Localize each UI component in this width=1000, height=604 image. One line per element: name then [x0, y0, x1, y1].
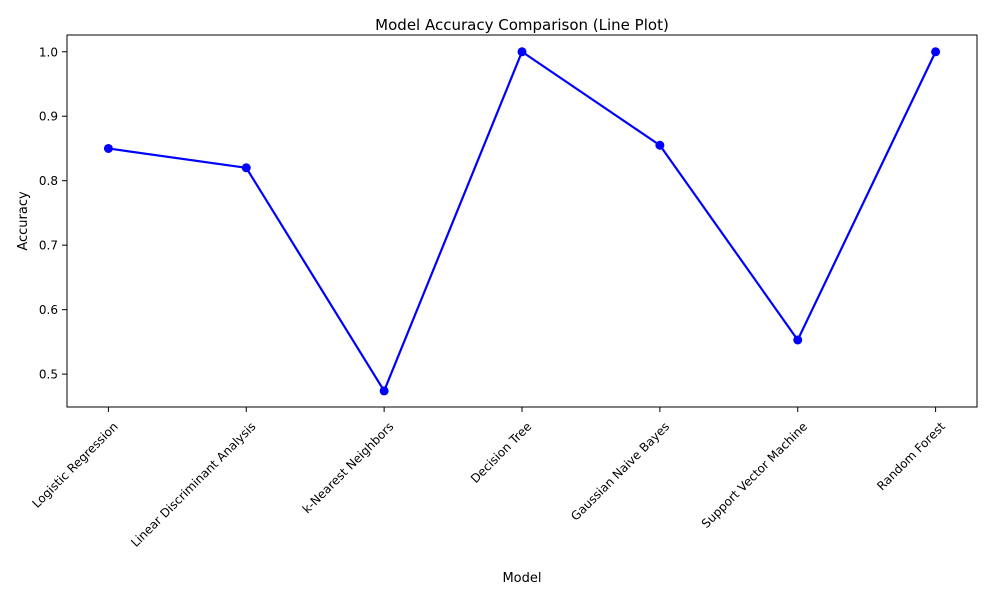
y-axis: 0.5 0.6 0.7 0.8 0.9 1.0	[39, 45, 67, 382]
data-point	[379, 386, 389, 396]
data-point	[931, 47, 941, 57]
data-point	[793, 335, 803, 345]
chart-title: Model Accuracy Comparison (Line Plot)	[375, 16, 669, 34]
y-tick-label: 1.0	[39, 45, 58, 59]
y-axis-label: Accuracy	[16, 191, 31, 251]
y-tick-label: 0.5	[39, 368, 58, 382]
data-point	[103, 143, 113, 153]
y-tick-label: 0.9	[39, 110, 58, 124]
x-axis-label: Model	[502, 571, 541, 586]
data-point	[241, 163, 251, 173]
data-point	[655, 140, 665, 150]
y-tick-label: 0.8	[39, 174, 58, 188]
y-tick-label: 0.6	[39, 303, 58, 317]
data-point	[517, 47, 527, 57]
series-layer	[103, 47, 941, 396]
y-tick-label: 0.7	[39, 239, 58, 253]
